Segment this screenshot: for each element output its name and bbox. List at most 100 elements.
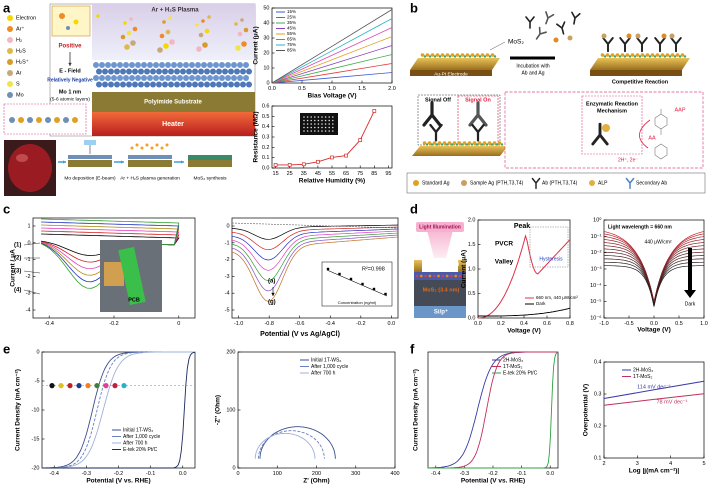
x-tick-label: 65 [343, 171, 349, 177]
shape [150, 146, 154, 150]
panel-letter: d [410, 201, 418, 216]
shape [210, 68, 216, 75]
shape [488, 55, 492, 58]
annotation: 440 μW/cm² [644, 239, 671, 245]
y-tick-label: -5 [225, 307, 230, 313]
shape [463, 55, 467, 58]
x-tick-label: 35 [301, 171, 307, 177]
shape [183, 62, 189, 68]
x-tick-label: 85 [371, 171, 377, 177]
curve [231, 222, 399, 229]
shape [235, 45, 241, 51]
shape [688, 248, 692, 290]
shape [102, 68, 108, 75]
shape [324, 119, 327, 122]
shape [553, 37, 559, 43]
shape [680, 53, 685, 57]
y-tick-label: 0.1 [594, 455, 602, 461]
antibody [591, 122, 609, 146]
x-tick-label: 3 [636, 461, 639, 467]
shape [45, 117, 51, 123]
x-axis-label: Potential (V vs. RHE) [461, 478, 525, 485]
shape [243, 27, 249, 33]
shape [303, 126, 305, 129]
legend-entry: Dark [536, 301, 546, 306]
x-tick-label: 55 [329, 171, 335, 177]
shape [472, 141, 477, 145]
shape [114, 81, 120, 88]
x-tick-label: -0.4 [49, 471, 58, 477]
y-tick-label: 10⁻³ [591, 266, 602, 272]
shape [424, 274, 427, 278]
shape [237, 31, 243, 37]
x-tick-label: 75 [357, 171, 363, 177]
legend-entry: ALP [598, 180, 608, 186]
shape [310, 116, 313, 118]
shape [204, 81, 210, 88]
x-tick-label: -0.1 [146, 471, 155, 477]
antibody [429, 123, 443, 142]
curve [231, 224, 399, 240]
shape [123, 21, 127, 25]
panel-letter: a [3, 0, 11, 15]
label: AAP [674, 107, 685, 113]
x-tick-label: -0.4 [431, 471, 440, 477]
y-tick-label: -1 [26, 257, 31, 263]
x-tick-label: -0.2 [488, 471, 497, 477]
curve [478, 307, 571, 317]
shape [314, 116, 316, 118]
x-axis-label: Potential (V vs. RHE) [86, 478, 150, 485]
y-tick-label: 0 [266, 80, 269, 86]
line [23, 242, 41, 246]
arrow-head [551, 56, 555, 60]
shape [240, 81, 246, 88]
shape [321, 261, 393, 307]
shape [480, 53, 485, 57]
shape [670, 53, 675, 57]
shape [567, 35, 573, 41]
legend-entry: 85% [287, 48, 296, 53]
x-tick-label: 1.5 [358, 86, 366, 92]
legend-entry: 2H-MoS₂ [503, 357, 523, 363]
legend-marker [461, 180, 467, 186]
shape [216, 81, 222, 88]
label: Signal Off [425, 97, 451, 103]
shape [246, 68, 252, 75]
y-tick-label: -10 [32, 407, 40, 413]
label: Au-Pt Electrode [434, 71, 468, 77]
legend-entry: H₂ [16, 37, 22, 43]
x-tick-label: 0.5 [675, 321, 683, 327]
x-tick-label: 0.8 [566, 321, 574, 327]
shape [425, 53, 430, 57]
legend-entry: H₂S⁺ [16, 58, 29, 65]
x-tick-label: -0.4 [326, 321, 335, 327]
shape [430, 143, 434, 146]
shape [204, 28, 210, 34]
curve [231, 230, 399, 271]
marker [372, 109, 377, 113]
shape [198, 32, 204, 38]
shape [321, 116, 323, 118]
shape [210, 81, 216, 88]
shape [328, 123, 331, 125]
curve [271, 63, 393, 84]
arrow-head [68, 62, 72, 66]
shape [123, 75, 129, 81]
shape [638, 55, 642, 58]
x-tick-label: 15 [273, 171, 279, 177]
x-tick-label: 1.0 [700, 321, 708, 327]
shape [628, 55, 632, 58]
curve-label: (3) [14, 269, 21, 275]
legend-marker [589, 180, 595, 186]
legend-entry: After 700 h [123, 440, 148, 446]
label: 2H⁺, 2e⁻ [618, 157, 638, 163]
arrow-head [62, 160, 66, 164]
antibody [556, 21, 566, 35]
shape [120, 34, 126, 40]
shape [665, 53, 670, 57]
y-tick-label: -4 [225, 291, 230, 297]
legend-marker [7, 70, 13, 76]
label: Mechanism [597, 108, 627, 114]
y-tick-label: 0.6 [262, 103, 270, 109]
shape [450, 53, 455, 57]
